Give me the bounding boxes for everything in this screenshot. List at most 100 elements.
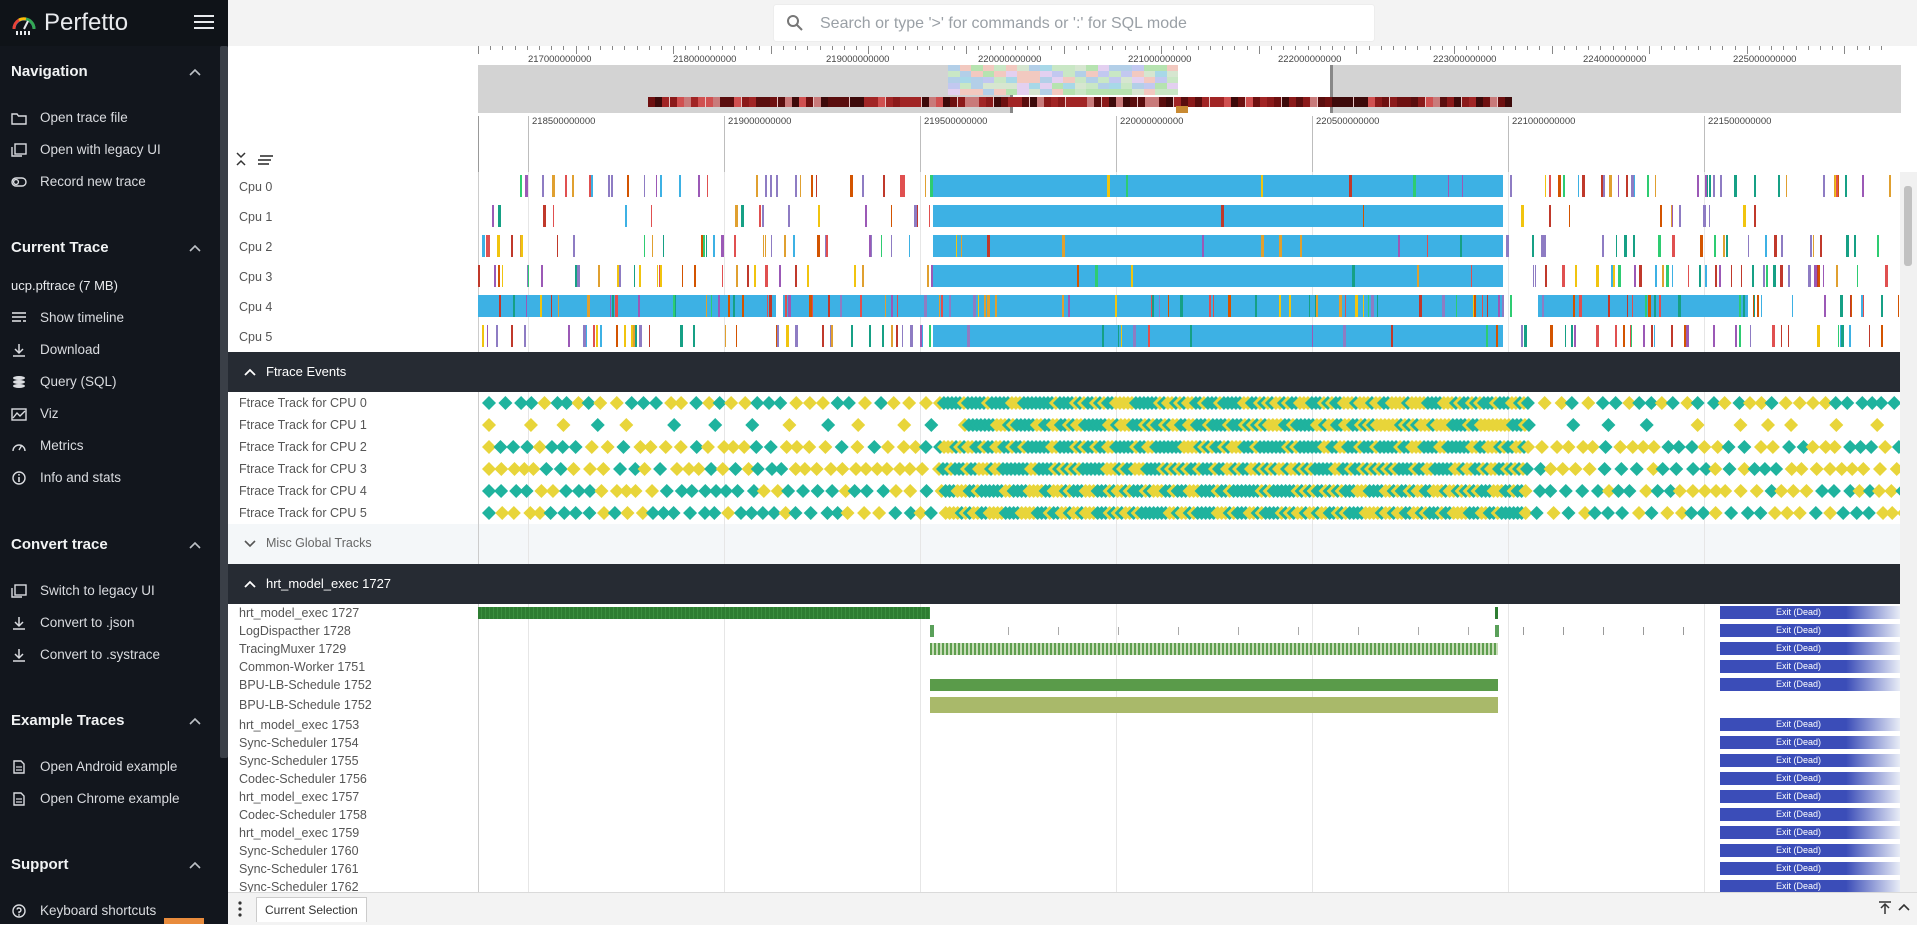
sidebar-item-open-with-legacy-ui[interactable]: Open with legacy UI [11, 137, 211, 163]
track-shell[interactable]: BPU-LB-Schedule 1752 [228, 694, 479, 716]
track-shell[interactable]: hrt_model_exec 1759 [228, 824, 479, 842]
track-canvas[interactable]: Exit (Dead) [478, 842, 1900, 860]
sidebar-item-metrics[interactable]: Metrics [11, 433, 211, 459]
track-shell[interactable]: Common-Worker 1751 [228, 658, 479, 676]
track[interactable]: Ftrace Track for CPU 1 [228, 414, 1900, 437]
sidebar-item-switch-to-legacy-ui[interactable]: Switch to legacy UI [11, 578, 211, 604]
track-shell[interactable]: hrt_model_exec 1753 [228, 716, 479, 734]
track-canvas[interactable]: Exit (Dead) [478, 604, 1900, 622]
track-shell[interactable]: hrt_model_exec 1757 [228, 788, 479, 806]
sidebar-section-current-trace[interactable]: Current Trace [11, 239, 109, 256]
chevron-up-icon[interactable] [244, 580, 256, 588]
track-shell[interactable]: Ftrace Track for CPU 4 [228, 480, 479, 502]
track-shell[interactable]: BPU-LB-Schedule 1752 [228, 676, 479, 694]
track[interactable]: Ftrace Track for CPU 0 [228, 392, 1900, 415]
sidebar-item-convert-to-systrace[interactable]: Convert to .systrace [11, 642, 211, 668]
track[interactable]: Ftrace Track for CPU 5 [228, 502, 1900, 525]
track[interactable]: Ftrace Track for CPU 4 [228, 480, 1900, 503]
sidebar-item-open-android-example[interactable]: Open Android example [11, 754, 211, 780]
sidebar-item-query-sql[interactable]: Query (SQL) [11, 369, 211, 395]
track-canvas[interactable] [478, 322, 1900, 352]
track[interactable]: TracingMuxer 1729 Exit (Dead) [228, 640, 1900, 659]
track-shell[interactable]: hrt_model_exec 1727 [228, 604, 479, 622]
track-shell[interactable]: Cpu 4 [228, 292, 479, 322]
track[interactable]: Cpu 0 [228, 172, 1900, 203]
chevron-up-icon[interactable] [188, 860, 202, 870]
track-shell[interactable]: Codec-Scheduler 1758 [228, 806, 479, 824]
chevron-up-icon[interactable] [188, 716, 202, 726]
sidebar-item-info-and-stats[interactable]: Info and stats [11, 465, 211, 491]
track[interactable]: Sync-Scheduler 1754 Exit (Dead) [228, 734, 1900, 753]
track-canvas[interactable]: Exit (Dead) [478, 878, 1900, 892]
track-canvas[interactable] [478, 480, 1900, 502]
track[interactable]: Cpu 1 [228, 202, 1900, 233]
track[interactable]: Sync-Scheduler 1760 Exit (Dead) [228, 842, 1900, 861]
track-canvas[interactable] [478, 292, 1900, 322]
track-shell[interactable]: Cpu 2 [228, 232, 479, 262]
track[interactable]: Common-Worker 1751 Exit (Dead) [228, 658, 1900, 677]
track-canvas[interactable]: Exit (Dead) [478, 806, 1900, 824]
track-canvas[interactable]: Exit (Dead) [478, 860, 1900, 878]
sidebar-item-download[interactable]: Download [11, 337, 211, 363]
sidebar-item-keyboard-shortcuts[interactable]: Keyboard shortcuts [11, 898, 211, 924]
track[interactable]: BPU-LB-Schedule 1752 [228, 694, 1900, 717]
track-shell[interactable]: Sync-Scheduler 1755 [228, 752, 479, 770]
track[interactable]: Sync-Scheduler 1761 Exit (Dead) [228, 860, 1900, 879]
track-shell[interactable]: Cpu 5 [228, 322, 479, 352]
track[interactable]: BPU-LB-Schedule 1752 Exit (Dead) [228, 676, 1900, 695]
track-shell[interactable]: Ftrace Track for CPU 2 [228, 436, 479, 458]
chevron-up-icon[interactable] [188, 540, 202, 550]
track-canvas[interactable] [478, 436, 1900, 458]
scroll-thumb[interactable] [1904, 186, 1912, 266]
track-shell[interactable]: Codec-Scheduler 1756 [228, 770, 479, 788]
track[interactable]: Codec-Scheduler 1756 Exit (Dead) [228, 770, 1900, 789]
group-header-ftrace-events[interactable]: Ftrace Events [228, 352, 1900, 392]
track[interactable]: Sync-Scheduler 1762 Exit (Dead) [228, 878, 1900, 892]
chevron-up-icon[interactable] [244, 368, 256, 376]
track-shell[interactable]: Ftrace Track for CPU 5 [228, 502, 479, 524]
track-panel[interactable]: Cpu 0 Cpu 1 Cpu 2 Cpu 3 Cpu 4 Cpu 5 Ftrace Eve… [228, 172, 1900, 892]
track[interactable]: Cpu 2 [228, 232, 1900, 263]
track[interactable]: Ftrace Track for CPU 3 [228, 458, 1900, 481]
track[interactable]: Codec-Scheduler 1758 Exit (Dead) [228, 806, 1900, 825]
track[interactable]: Cpu 4 [228, 292, 1900, 323]
track[interactable]: Cpu 3 [228, 262, 1900, 293]
track-canvas[interactable]: Exit (Dead) [478, 676, 1900, 694]
track-canvas[interactable]: Exit (Dead) [478, 622, 1900, 640]
track-shell[interactable]: Cpu 0 [228, 172, 479, 202]
sidebar-item-record-new-trace[interactable]: Record new trace [11, 169, 211, 195]
overview-timeline[interactable]: 217000000000 218000000000 219000000000 2200… [228, 46, 1917, 117]
track-canvas[interactable] [478, 458, 1900, 480]
track-shell[interactable]: Ftrace Track for CPU 0 [228, 392, 479, 414]
sidebar-item-open-chrome-example[interactable]: Open Chrome example [11, 786, 211, 812]
chevron-up-icon[interactable] [188, 67, 202, 77]
track-canvas[interactable]: Exit (Dead) [478, 788, 1900, 806]
track-shell[interactable]: Cpu 3 [228, 262, 479, 292]
group-header-misc-global-tracks[interactable]: Misc Global Tracks [228, 524, 1900, 565]
track-scrollbar[interactable] [1900, 172, 1917, 892]
track-shell[interactable]: LogDispacther 1728 [228, 622, 479, 640]
track-shell[interactable]: Cpu 1 [228, 202, 479, 232]
track-shell[interactable]: Sync-Scheduler 1760 [228, 842, 479, 860]
track-shell[interactable]: Sync-Scheduler 1761 [228, 860, 479, 878]
more-vert-icon[interactable] [238, 901, 242, 917]
sidebar-scrollbar[interactable] [220, 46, 228, 758]
sidebar-section-support[interactable]: Support [11, 856, 69, 873]
chevron-up-icon[interactable] [1898, 902, 1910, 912]
search-input[interactable] [818, 5, 1362, 43]
track[interactable]: hrt_model_exec 1759 Exit (Dead) [228, 824, 1900, 843]
sidebar-section-navigation[interactable]: Navigation [11, 63, 88, 80]
group-header-process[interactable]: hrt_model_exec 1727 [228, 564, 1900, 604]
track-shell[interactable]: Sync-Scheduler 1754 [228, 734, 479, 752]
chevron-down-icon[interactable] [244, 540, 256, 548]
track-shell[interactable]: Ftrace Track for CPU 3 [228, 458, 479, 480]
track[interactable]: Sync-Scheduler 1755 Exit (Dead) [228, 752, 1900, 771]
track[interactable]: hrt_model_exec 1727 Exit (Dead) [228, 604, 1900, 623]
collapse-all-icon[interactable] [235, 151, 247, 167]
sidebar-item-show-timeline[interactable]: Show timeline [11, 305, 211, 331]
sidebar-section-convert-trace[interactable]: Convert trace [11, 536, 108, 553]
track[interactable]: Cpu 5 [228, 322, 1900, 353]
menu-icon[interactable] [194, 15, 214, 31]
track[interactable]: hrt_model_exec 1753 Exit (Dead) [228, 716, 1900, 735]
track-canvas[interactable] [478, 232, 1900, 262]
